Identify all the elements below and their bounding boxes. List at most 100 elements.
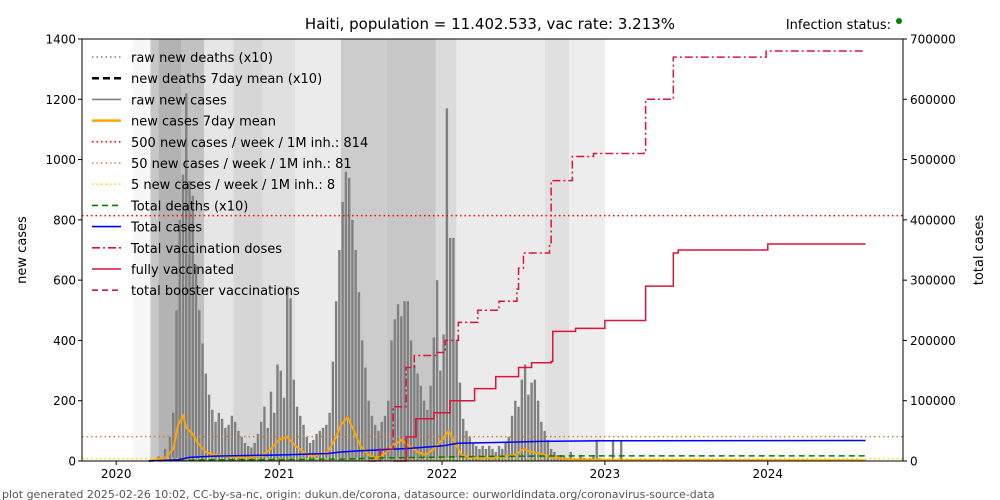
raw-new-cases-bar	[527, 394, 530, 461]
y-right-tick-label: 300000	[910, 274, 956, 288]
series-total-vaccination-doses	[368, 50, 866, 462]
y-right-tick-label: 400000	[910, 213, 956, 227]
raw-new-cases-bar	[458, 382, 462, 461]
legend-label: 500 new cases / week / 1M inh.: 814	[131, 136, 368, 151]
status-band	[150, 39, 159, 461]
raw-new-cases-bar	[286, 286, 289, 461]
x-tick-label: 2023	[590, 467, 621, 481]
y-right-tick-label: 0	[910, 455, 918, 469]
raw-new-cases-bar	[246, 445, 250, 461]
raw-new-cases-bar	[325, 424, 328, 461]
y-tick-label: 600	[53, 274, 76, 288]
raw-new-cases-bar	[514, 400, 517, 461]
legend-label: 50 new cases / week / 1M inh.: 81	[131, 157, 352, 172]
raw-new-cases-bar	[523, 364, 527, 461]
legend-label: new cases 7day mean	[131, 115, 276, 130]
raw-new-cases-bar	[471, 442, 475, 461]
legend-label: raw new cases	[131, 93, 227, 108]
raw-new-cases-bar	[396, 304, 400, 461]
raw-new-cases-bar	[497, 445, 501, 461]
raw-new-cases-bar	[481, 445, 484, 461]
raw-new-cases-bar	[468, 436, 471, 461]
legend-label: 5 new cases / week / 1M inh.: 8	[131, 178, 335, 193]
x-axis: 2020 2021 2022 2023 2024	[101, 461, 783, 481]
raw-new-cases-bar	[488, 445, 491, 461]
raw-new-cases-bar	[191, 195, 194, 461]
raw-new-cases-bar	[204, 373, 208, 461]
y-tick-label: 1400	[45, 33, 76, 47]
raw-new-cases-bar	[465, 430, 468, 461]
raw-new-cases-bar	[256, 433, 260, 461]
raw-new-cases-bar	[201, 343, 204, 461]
raw-new-cases-bar	[198, 310, 201, 461]
raw-new-cases-bar	[422, 400, 426, 461]
raw-new-cases-bar	[611, 439, 615, 461]
raw-new-cases-bar	[510, 415, 514, 461]
raw-new-cases-bar	[338, 250, 341, 461]
legend-label: Total vaccination doses	[130, 242, 282, 257]
raw-new-cases-bar	[448, 237, 452, 461]
raw-new-cases-bar	[312, 439, 315, 461]
raw-new-cases-bar	[220, 418, 224, 461]
y-axis-label: new cases	[15, 216, 30, 284]
y-tick-label: 1200	[45, 93, 76, 107]
raw-new-cases-bar	[305, 436, 308, 461]
raw-new-cases-bar	[364, 367, 367, 461]
status-band	[569, 39, 605, 461]
raw-new-cases-bar	[250, 447, 253, 461]
legend-label: new deaths 7day mean (x10)	[131, 72, 322, 87]
x-tick-label: 2020	[101, 467, 132, 481]
legend-label: Total cases	[130, 221, 202, 236]
y-right-tick-label: 100000	[910, 394, 956, 408]
raw-new-cases-bar	[367, 400, 370, 461]
legend-label: fully vaccinated	[131, 263, 234, 278]
footer-credit: plot generated 2025-02-26 10:02, CC-by-s…	[2, 488, 715, 500]
raw-new-cases-bar	[289, 298, 292, 461]
raw-new-cases-bar	[341, 201, 344, 461]
legend-label: Total deaths (x10)	[130, 199, 248, 214]
raw-new-cases-bar	[276, 364, 279, 461]
y-tick-label: 800	[53, 213, 76, 227]
status-band	[544, 39, 570, 461]
raw-new-cases-bar	[279, 370, 282, 461]
raw-new-cases-bar	[253, 442, 256, 461]
raw-new-cases-bar	[360, 340, 364, 461]
series-total-deaths-x10-	[148, 455, 866, 462]
chart-title: Haiti, population = 11.402.533, vac rate…	[305, 15, 675, 33]
raw-new-cases-bar	[579, 454, 582, 461]
raw-new-cases-bar	[426, 409, 429, 461]
raw-new-cases-bar	[302, 424, 305, 461]
raw-new-cases-bar	[435, 280, 439, 461]
y-tick-label: 1000	[45, 153, 76, 167]
status-band	[295, 39, 342, 461]
raw-new-cases-bar	[390, 340, 393, 461]
x-tick-label: 2021	[264, 467, 295, 481]
raw-new-cases-bar	[370, 415, 374, 461]
raw-new-cases-bar	[413, 364, 416, 461]
y-right-tick-label: 600000	[910, 93, 956, 107]
infection-status-dot	[896, 18, 902, 24]
raw-new-cases-bar	[461, 418, 465, 461]
raw-new-cases-bar	[237, 430, 240, 461]
raw-new-cases-bar	[377, 430, 380, 461]
series-total-cases	[148, 439, 866, 462]
raw-new-cases-bar	[595, 439, 598, 461]
raw-new-cases-bar	[263, 406, 266, 461]
series-fully-vaccinated	[393, 243, 866, 462]
y-axis-right: 0 100000 200000 300000 400000 500000 600000 700…	[903, 33, 956, 469]
raw-new-cases-bar	[318, 430, 322, 461]
legend-label: raw new deaths (x10)	[131, 51, 273, 66]
status-band	[341, 39, 387, 461]
raw-new-cases-bar	[282, 397, 286, 461]
y-tick-label: 0	[68, 455, 76, 469]
y-axis-left: 0 200 400 600 800 1000 1200 1400	[45, 33, 82, 469]
raw-new-cases-bar	[168, 436, 172, 461]
raw-new-cases-bar	[266, 427, 269, 461]
raw-new-cases-bar	[185, 93, 188, 461]
y-right-tick-label: 200000	[910, 334, 956, 348]
status-band	[132, 39, 151, 461]
x-tick-label: 2024	[753, 467, 784, 481]
raw-new-cases-bar	[374, 424, 377, 461]
raw-new-cases-bar	[536, 400, 540, 461]
raw-new-cases-bar	[175, 310, 178, 461]
